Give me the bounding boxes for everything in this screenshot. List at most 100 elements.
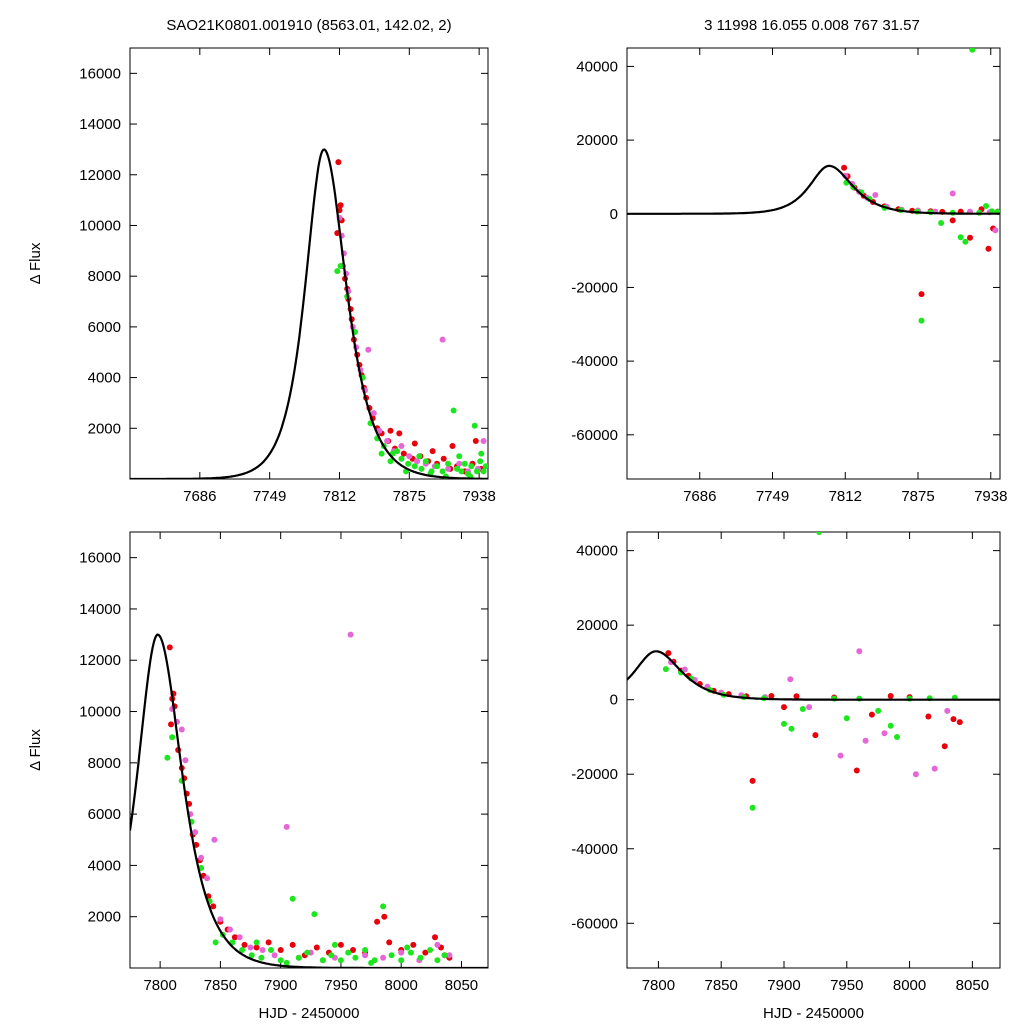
y-tick-label: 0 <box>610 206 618 223</box>
data-point-red <box>812 732 819 739</box>
data-point-green <box>268 947 274 953</box>
data-point-green <box>454 465 460 472</box>
x-tick-label: 7875 <box>393 488 426 505</box>
data-point-red <box>950 716 957 723</box>
y-tick-label: 14000 <box>79 601 121 618</box>
data-point-pink <box>406 453 413 460</box>
data-point-pink <box>283 823 290 830</box>
data-point-pink <box>446 952 453 959</box>
data-points <box>334 159 488 479</box>
data-point-green <box>239 947 246 953</box>
data-point-green <box>788 725 795 732</box>
data-point-green <box>368 959 375 966</box>
data-point-red <box>231 934 238 941</box>
data-point-red <box>967 234 973 241</box>
data-point-green <box>394 448 401 455</box>
data-point-green <box>749 804 756 811</box>
data-points <box>164 631 453 966</box>
data-point-green <box>894 734 900 740</box>
model-curve <box>130 633 488 968</box>
data-point-green <box>434 957 441 964</box>
data-point-green <box>816 532 823 535</box>
y-axis-label: Δ Flux <box>27 242 44 284</box>
data-point-green <box>319 957 326 964</box>
data-point-green <box>407 949 414 956</box>
data-point-red <box>210 903 217 910</box>
data-point-green <box>422 458 429 465</box>
data-point-green <box>461 460 468 467</box>
x-tick-label: 7800 <box>143 977 176 994</box>
data-point-green <box>819 969 825 975</box>
data-point-green <box>345 949 352 956</box>
plot-frame <box>129 47 489 480</box>
y-tick-label: -20000 <box>571 766 618 783</box>
data-point-red <box>665 650 672 657</box>
data-point-red <box>374 918 381 925</box>
data-point-red <box>386 939 393 946</box>
data-point-red <box>925 713 932 720</box>
panel-bottom-right: 7800 7850 7900 7950 8000 8050 -60000 -40000 -200… <box>571 531 1001 1022</box>
y-tick-label: 16000 <box>79 550 121 567</box>
data-point-red <box>781 704 787 711</box>
data-point-red <box>985 245 992 252</box>
x-tick-label: 7686 <box>683 488 716 505</box>
y-tick-label: 6000 <box>88 806 121 823</box>
data-point-green <box>471 422 478 429</box>
data-point-green <box>277 957 284 964</box>
data-point-pink <box>931 765 938 772</box>
data-point-pink <box>182 757 189 764</box>
data-point-red <box>941 743 948 750</box>
data-point-green <box>450 407 457 414</box>
data-point-pink <box>434 941 441 948</box>
x-tick-label: 7749 <box>756 488 789 505</box>
data-point-green <box>957 234 964 241</box>
data-point-red <box>168 721 174 728</box>
data-point-pink <box>480 438 487 444</box>
x-tick-label: 8000 <box>893 977 926 994</box>
data-point-pink <box>271 952 278 959</box>
y-tick-label: 4000 <box>88 857 121 874</box>
data-point-pink <box>414 458 421 465</box>
x-tick-label: 8050 <box>445 977 478 994</box>
data-point-green <box>458 468 465 475</box>
data-point-red <box>410 941 417 948</box>
y-tick-label: 2000 <box>88 420 121 437</box>
data-point-pink <box>806 704 813 711</box>
data-point-red <box>768 693 775 699</box>
x-tick-label: 8000 <box>385 977 418 994</box>
data-point-green <box>799 706 806 712</box>
data-point-pink <box>949 190 956 197</box>
y-tick-label: -20000 <box>571 279 618 296</box>
x-tick-label: 7812 <box>829 488 862 505</box>
x-tick-label: 7950 <box>324 977 357 994</box>
y-tick-label: -60000 <box>571 427 618 444</box>
data-point-red <box>381 913 388 920</box>
data-point-red <box>472 438 479 444</box>
data-point-pink <box>881 730 888 737</box>
data-point-green <box>887 722 894 729</box>
plot-frame <box>626 47 1001 480</box>
data-point-pink <box>247 944 254 951</box>
panel-bottom-left: 7800 7850 7900 7950 8000 8050 2000 4000 6000 8000… <box>27 531 489 1022</box>
data-point-red <box>841 164 848 171</box>
data-point-green <box>411 463 418 470</box>
data-point-pink <box>217 916 224 923</box>
data-point-green <box>439 468 446 475</box>
figure-title-right: 3 11998 16.055 0.008 767 31.57 <box>704 17 920 34</box>
data-point-green <box>362 947 369 953</box>
data-point-red <box>411 440 418 447</box>
x-tick-label: 7686 <box>183 488 216 505</box>
x-tick-label: 7850 <box>705 977 738 994</box>
y-tick-label: 10000 <box>79 217 121 234</box>
data-point-red <box>337 941 344 948</box>
data-point-pink <box>376 427 383 434</box>
data-point-red <box>887 693 894 699</box>
data-point-pink <box>837 752 844 759</box>
model-curve <box>627 164 1000 215</box>
y-tick-label: -40000 <box>571 353 618 370</box>
data-point-green <box>380 903 387 910</box>
data-point-green <box>388 952 395 959</box>
data-point-pink <box>787 676 794 683</box>
y-axis-label: Δ Flux <box>27 729 44 771</box>
data-point-pink <box>992 227 999 234</box>
